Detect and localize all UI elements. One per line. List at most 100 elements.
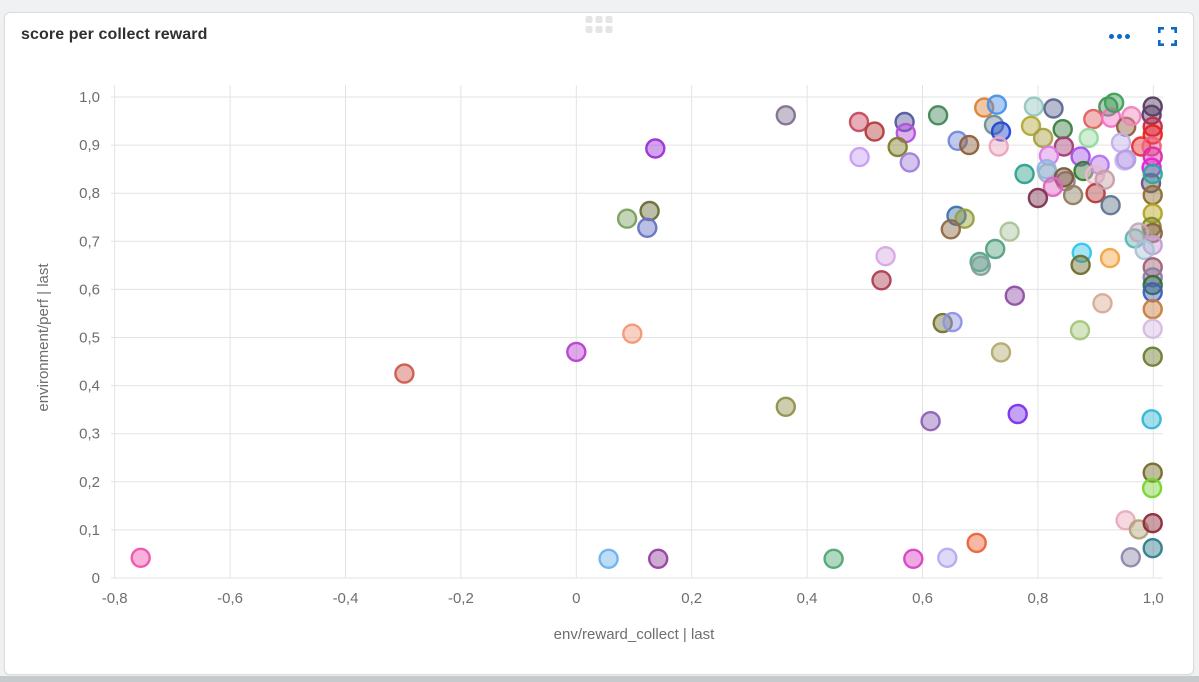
x-tick-label: 0: [572, 590, 580, 607]
scatter-point[interactable]: [970, 255, 991, 277]
scatter-point[interactable]: [130, 547, 151, 568]
y-tick-label: 0,7: [79, 233, 100, 250]
scatter-point[interactable]: [648, 548, 669, 569]
ellipsis-icon: [1109, 34, 1130, 39]
scatter-point[interactable]: [1121, 106, 1142, 127]
scatter-point[interactable]: [1142, 267, 1163, 288]
scatter-point[interactable]: [645, 138, 666, 159]
scatter-point[interactable]: [1100, 107, 1122, 128]
scatter-point[interactable]: [1142, 163, 1163, 185]
scatter-point[interactable]: [1020, 115, 1042, 137]
scatter-point[interactable]: [848, 111, 870, 133]
scatter-point[interactable]: [639, 200, 660, 222]
fullscreen-expand-icon: [1158, 27, 1177, 46]
scatter-point[interactable]: [947, 130, 968, 152]
scatter-point[interactable]: [1062, 184, 1084, 206]
scatter-point[interactable]: [1141, 477, 1163, 499]
scatter-point[interactable]: [1032, 127, 1054, 149]
scatter-point[interactable]: [1023, 96, 1045, 117]
scatter-point[interactable]: [887, 136, 908, 158]
scatter-point[interactable]: [937, 547, 958, 568]
x-tick-label: -0,2: [448, 590, 474, 607]
scatter-point[interactable]: [940, 219, 961, 240]
x-tick-label: 0,8: [1027, 590, 1048, 607]
scatter-point[interactable]: [622, 323, 643, 344]
y-tick-label: 0,5: [79, 330, 100, 347]
scatter-point[interactable]: [990, 342, 1012, 363]
scatter-point[interactable]: [637, 217, 658, 239]
scatter-point[interactable]: [1092, 293, 1113, 314]
fullscreen-button[interactable]: [1154, 23, 1181, 50]
scatter-point[interactable]: [942, 311, 963, 333]
scatter-point[interactable]: [1100, 194, 1121, 216]
x-tick-label: 0,6: [912, 590, 933, 607]
scatter-point[interactable]: [899, 152, 920, 173]
scatter-point[interactable]: [954, 208, 975, 229]
scatter-point[interactable]: [1142, 282, 1163, 303]
scatter-point[interactable]: [1142, 184, 1163, 206]
y-tick-label: 0,1: [79, 522, 100, 539]
drag-handle-icon[interactable]: [585, 16, 613, 33]
scatter-point[interactable]: [823, 548, 844, 569]
scatter-point[interactable]: [1115, 149, 1137, 170]
scatter-point[interactable]: [990, 121, 1012, 142]
scatter-point[interactable]: [1142, 274, 1163, 296]
scatter-point[interactable]: [1007, 403, 1028, 425]
scatter-point[interactable]: [1142, 116, 1163, 138]
panel-title: score per collect reward: [21, 26, 208, 43]
panel-menu-button[interactable]: [1105, 30, 1134, 43]
scatter-point[interactable]: [1142, 346, 1163, 367]
scatter-point[interactable]: [1142, 513, 1163, 534]
scatter-point[interactable]: [775, 105, 796, 126]
scatter-point[interactable]: [1142, 538, 1163, 559]
scatter-point[interactable]: [985, 238, 1006, 260]
scatter-point[interactable]: [1053, 136, 1075, 157]
scatter-point[interactable]: [394, 363, 415, 384]
scatter-point[interactable]: [903, 548, 924, 569]
scatter-point[interactable]: [927, 105, 949, 126]
scatter-point[interactable]: [1134, 239, 1155, 261]
scatter-point[interactable]: [988, 136, 1009, 157]
scatter-point[interactable]: [1070, 254, 1091, 276]
scatter-point[interactable]: [1110, 132, 1132, 153]
scatter-point[interactable]: [566, 341, 587, 363]
scatter-point[interactable]: [1103, 92, 1125, 113]
scatter-point[interactable]: [999, 221, 1020, 242]
scatter-point[interactable]: [616, 208, 638, 229]
x-tick-label: -0,8: [102, 590, 128, 607]
scatter-point[interactable]: [1069, 320, 1091, 341]
y-tick-label: 0,2: [79, 474, 100, 491]
x-tick-label: -0,6: [217, 590, 243, 607]
scatter-point[interactable]: [1141, 409, 1162, 430]
scatter-point[interactable]: [875, 245, 896, 267]
scatter-point[interactable]: [1004, 285, 1025, 306]
scatter-plot[interactable]: -0,8 -0,6 -0,4 -0,2 0 0,2 0,4 0,6 0,8 1,0 0 0,1 0,2 0…: [5, 59, 1193, 674]
scatter-point[interactable]: [1014, 163, 1035, 185]
scatter-point[interactable]: [864, 121, 885, 142]
scatter-point[interactable]: [871, 270, 892, 291]
scatter-point[interactable]: [920, 411, 941, 432]
scatter-point[interactable]: [1083, 108, 1104, 130]
scatter-point[interactable]: [1043, 98, 1064, 119]
scatter-point[interactable]: [775, 396, 796, 417]
scatter-point[interactable]: [1052, 118, 1073, 140]
next-panel-edge: [0, 676, 1199, 682]
scatter-point[interactable]: [966, 532, 987, 554]
scatter-point[interactable]: [1078, 127, 1099, 149]
y-axis-title: environment/perf | last: [35, 263, 52, 412]
panel-header: score per collect reward: [5, 13, 1193, 59]
scatter-point[interactable]: [1094, 169, 1116, 190]
scatter-point[interactable]: [986, 94, 1008, 115]
axis-tick-labels: -0,8 -0,6 -0,4 -0,2 0 0,2 0,4 0,6 0,8 1,0 0 0,1 0,2 0…: [79, 89, 1164, 607]
scatter-point[interactable]: [1142, 462, 1163, 483]
scatter-point[interactable]: [1142, 318, 1163, 339]
scatter-point[interactable]: [1099, 247, 1121, 269]
scatter-point[interactable]: [1027, 187, 1049, 209]
scatter-point[interactable]: [1120, 547, 1142, 568]
scatter-point[interactable]: [959, 134, 980, 156]
scatter-point[interactable]: [849, 146, 870, 168]
scatter-point[interactable]: [1042, 176, 1064, 198]
x-tick-label: -0,4: [333, 590, 359, 607]
scatter-point[interactable]: [1142, 298, 1163, 320]
scatter-point[interactable]: [598, 548, 619, 569]
